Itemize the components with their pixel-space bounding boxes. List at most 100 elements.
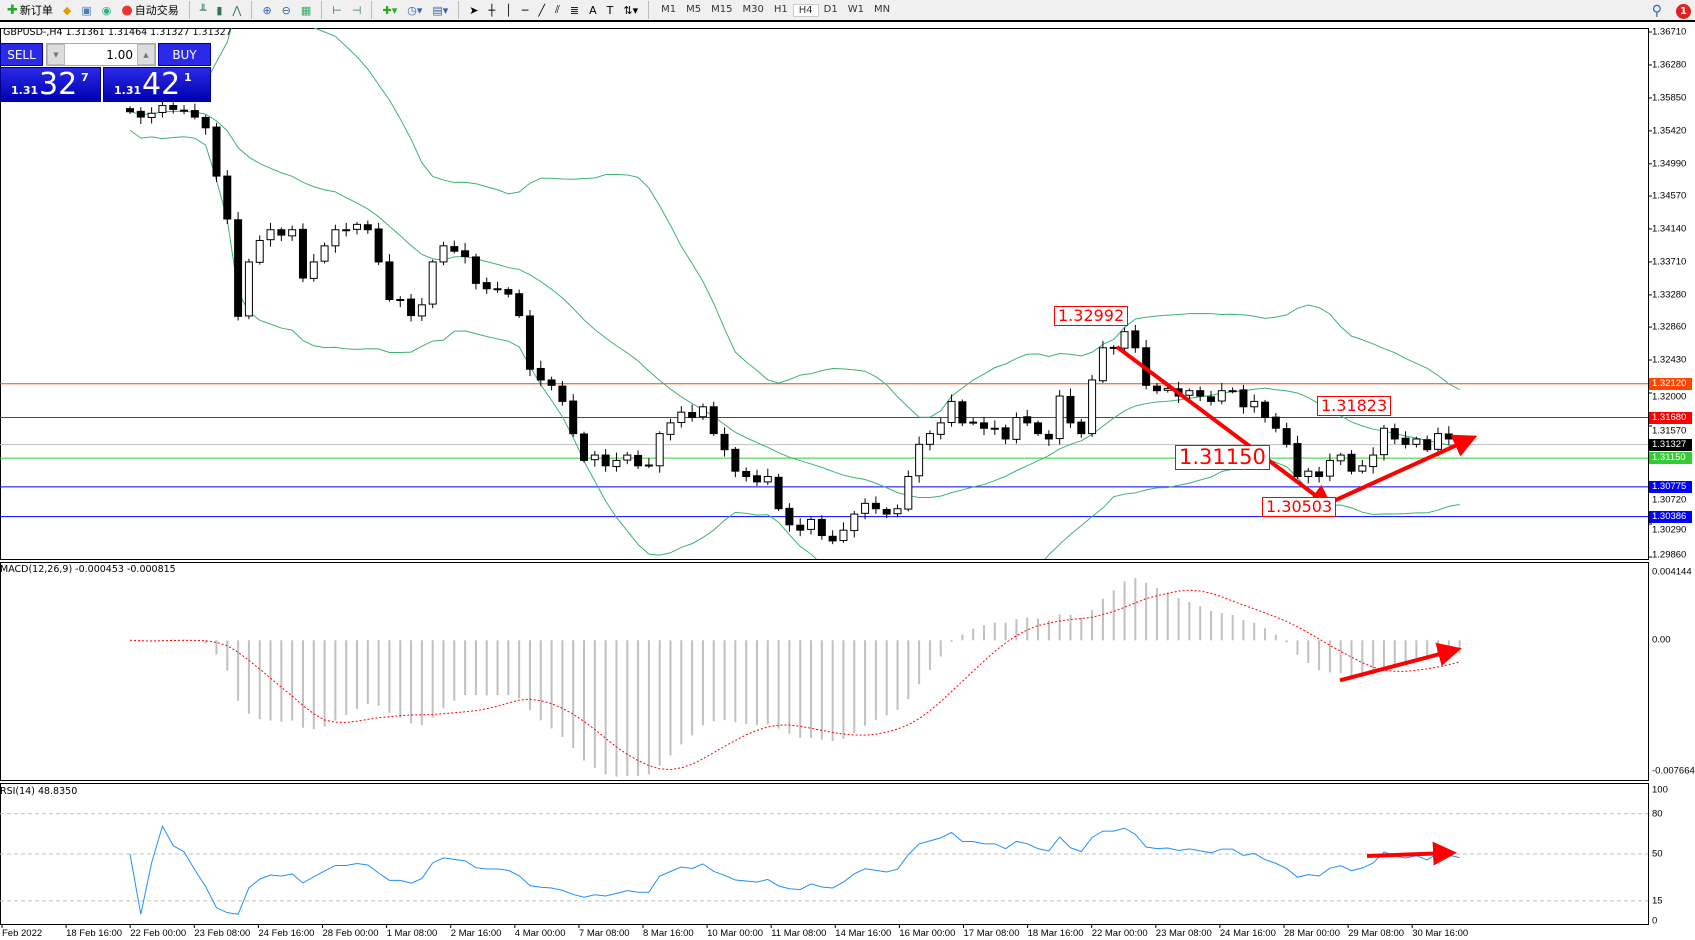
candle-body [234, 219, 243, 317]
buy-button[interactable]: BUY [158, 43, 211, 66]
autoscroll-icon[interactable]: ⊢ [332, 3, 342, 17]
timeframe-w1[interactable]: W1 [847, 3, 864, 15]
candle-body [807, 518, 816, 530]
candle [1131, 324, 1140, 353]
line-chart-icon[interactable]: ⋀ [232, 3, 242, 17]
timeframe-mn[interactable]: MN [873, 3, 891, 15]
annotation-support[interactable]: 1.31150 [1175, 445, 1270, 470]
candle [461, 242, 470, 264]
timeframe-m30[interactable]: M30 [742, 3, 764, 15]
trendline-icon[interactable]: ╱ [538, 3, 545, 17]
candle-body [525, 315, 534, 370]
tile-windows-icon[interactable]: ▦ [300, 3, 312, 17]
timeframe-h4[interactable]: H4 [792, 3, 819, 17]
notification-badge[interactable]: 1 [1676, 3, 1691, 19]
sell-button[interactable]: SELL [0, 43, 43, 66]
candle [471, 253, 480, 290]
buy-price-box[interactable]: 1.31 42 1 [103, 67, 211, 102]
fibonacci-icon[interactable]: ≣ [569, 3, 580, 17]
chart-shift-icon[interactable]: ⊣ [351, 3, 362, 17]
candle [634, 450, 643, 470]
zoom-in-icon[interactable]: ⊕ [262, 3, 272, 17]
annotation-low[interactable]: 1.30503 [1262, 497, 1337, 517]
candle-body [947, 400, 956, 423]
candle-body [731, 448, 740, 472]
time-axis-label: 22 Mar 00:00 [1091, 928, 1148, 939]
horizontal-line-icon[interactable]: ─ [521, 3, 529, 17]
candle-body [990, 427, 999, 430]
timeframe-h1[interactable]: H1 [773, 3, 788, 15]
candle [126, 106, 134, 115]
search-icon[interactable]: ⚲ [1651, 3, 1662, 19]
vertical-line-icon[interactable]: │ [505, 3, 512, 17]
candle-body [223, 175, 232, 220]
candle [1304, 467, 1313, 484]
candle [1055, 390, 1064, 445]
zoom-out-icon[interactable]: ⊖ [281, 3, 291, 17]
candle-body [298, 228, 307, 279]
candle-body [277, 229, 286, 236]
timeframe-d1[interactable]: D1 [823, 3, 838, 15]
candle-body [201, 116, 210, 129]
history-icon[interactable]: ◆ [62, 3, 72, 17]
candle-body [493, 288, 502, 291]
candle [990, 420, 999, 435]
candle-body [817, 518, 826, 537]
signals-icon[interactable]: ◉ [101, 3, 112, 17]
candle [504, 287, 513, 298]
candle [623, 451, 632, 465]
new-order-button[interactable]: ✚ 新订单 [7, 2, 53, 18]
periods-icon[interactable]: ◷▾ [407, 3, 423, 17]
chart-canvas[interactable] [0, 24, 1695, 940]
templates-icon[interactable]: ▤▾ [432, 3, 449, 17]
candle [1401, 431, 1410, 449]
bar-chart-icon[interactable]: ╨ [199, 3, 207, 17]
rsi-axis-label: 15 [1652, 895, 1663, 907]
candle [1109, 345, 1118, 355]
sell-price-box[interactable]: 1.31 32 7 [0, 67, 101, 102]
candle-body [1077, 421, 1086, 435]
timeframe-m15[interactable]: M15 [711, 3, 733, 15]
timeframe-m5[interactable]: M5 [686, 3, 702, 15]
text-icon[interactable]: A [589, 3, 597, 17]
candle-body [1434, 433, 1443, 450]
candle-body [471, 256, 480, 284]
lot-size-stepper[interactable]: ▼ 1.00 ▲ [46, 43, 156, 66]
price-tag-1.31327: 1.31327 [1649, 438, 1692, 451]
candle-body [1325, 459, 1334, 477]
equidistant-channel-icon[interactable]: ⫽ [555, 3, 560, 16]
cursor-icon[interactable]: ➤ [469, 3, 479, 17]
candle-body [925, 433, 934, 445]
candle-body [1304, 470, 1313, 478]
lot-size-input[interactable]: 1.00 [106, 47, 133, 62]
candle-body [1379, 427, 1388, 456]
candlestick-icon[interactable]: ▮ [216, 3, 223, 17]
time-axis-label: 18 Mar 16:00 [1027, 928, 1084, 939]
price-axis-label: 1.33710 [1652, 256, 1687, 268]
autotrading-button[interactable]: ● 自动交易 [121, 2, 179, 18]
candle [979, 416, 988, 436]
price-axis-label: 1.30290 [1652, 524, 1687, 536]
candle [1228, 387, 1237, 394]
candle [666, 418, 675, 441]
decrease-lot-button[interactable]: ▼ [47, 44, 65, 65]
candle [709, 401, 718, 436]
candle-body [147, 112, 156, 118]
terminal-icon[interactable]: ▣ [81, 3, 92, 17]
indicators-icon[interactable]: ✚▾ [382, 3, 398, 17]
candle-body [893, 508, 902, 515]
rsi-axis-label: 50 [1652, 848, 1663, 860]
candle [1423, 435, 1432, 452]
arrows-icon[interactable]: ⇅▾ [623, 3, 639, 17]
candle-body [1347, 453, 1356, 472]
candle [374, 222, 383, 266]
crosshair-icon[interactable]: ┼ [488, 3, 496, 17]
candle [1239, 384, 1248, 414]
price-axis-label: 1.31570 [1652, 425, 1687, 436]
timeframe-m1[interactable]: M1 [661, 3, 677, 15]
increase-lot-button[interactable]: ▲ [137, 44, 155, 65]
text-label-icon[interactable]: T [606, 3, 614, 17]
annotation-swing-high[interactable]: 1.31823 [1317, 396, 1392, 416]
candle-body [915, 443, 924, 477]
annotation-high[interactable]: 1.32992 [1054, 306, 1129, 326]
